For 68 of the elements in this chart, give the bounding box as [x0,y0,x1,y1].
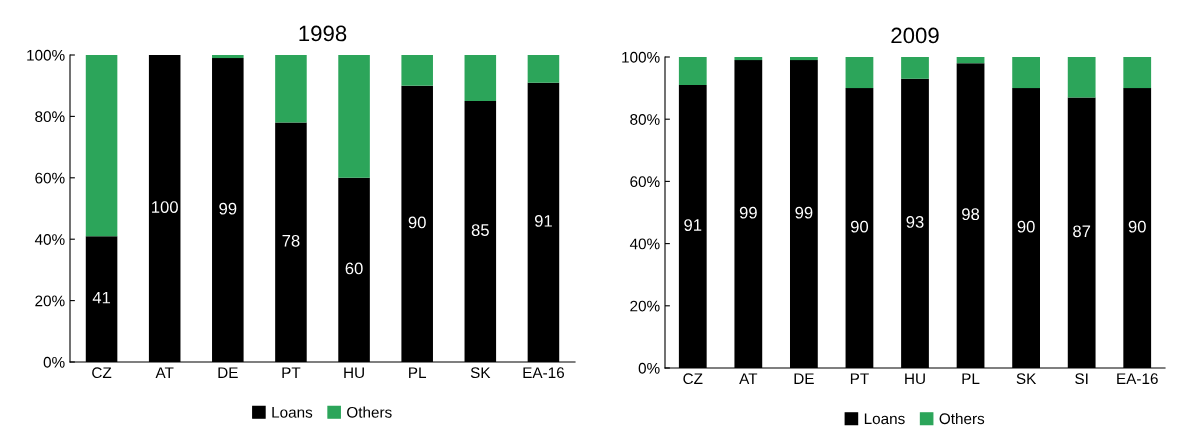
y-tick-label: 0% [638,362,660,374]
y-tick-label: 100% [27,49,65,61]
chart-title: 1998 [299,25,347,42]
bar [212,55,244,59]
x-tick-label: CZ [683,373,703,385]
bar [85,55,118,237]
y-tick-label: 20% [630,300,660,312]
y-tick-label: 80% [630,114,660,125]
data-label: 90 [1128,220,1146,233]
bar [527,55,560,83]
x-tick-label: EA-16 [523,367,564,379]
legend-label: Loans [864,413,905,425]
data-label: 60 [345,262,363,275]
y-tick-label: 0% [43,356,65,368]
chart-title: 2009 [891,27,939,44]
bar [901,57,929,79]
x-tick-label: SK [470,367,491,379]
data-label: 99 [739,206,757,219]
data-label: 93 [906,216,924,228]
legend-label: Others [939,412,985,425]
bar [678,57,707,85]
bar [401,55,433,86]
x-tick-label: HU [905,373,925,385]
data-label: 85 [471,224,489,236]
y-tick-label: 100% [622,51,660,63]
data-label: 87 [1073,225,1091,238]
x-tick-label: PL [409,367,427,378]
bar [338,55,370,178]
x-tick-label: PT [282,367,301,378]
x-tick-label: AT [739,373,758,384]
y-tick-label: 40% [34,234,65,245]
data-label: 90 [850,220,869,233]
bar [956,57,985,64]
data-label: 90 [1017,220,1035,233]
bar [845,57,874,89]
bar [464,55,497,102]
legend-label: Loans [272,407,313,418]
y-tick-label: 60% [35,172,65,184]
legend-label: Others [347,406,392,418]
y-tick-label: 20% [35,295,65,307]
x-tick-label: SI [1075,373,1088,385]
x-tick-label: DE [794,373,814,384]
x-tick-label: PL [962,373,980,384]
bar [1012,57,1040,89]
data-label: 78 [282,234,300,247]
bar [275,55,307,123]
data-label: 90 [408,216,426,229]
data-label: 91 [534,214,552,227]
bar [1067,57,1096,98]
data-label: 99 [219,202,237,215]
bar [1123,57,1152,89]
x-tick-label: CZ [92,367,112,379]
bar [790,57,818,61]
x-tick-label: DE [218,367,238,378]
y-tick-label: 80% [35,111,65,123]
x-tick-label: SK [1016,373,1037,385]
data-label: 100 [152,201,178,213]
x-tick-label: EA-16 [1117,373,1158,385]
data-label: 41 [92,291,111,304]
data-label: 99 [795,206,813,219]
data-label: 91 [684,219,702,231]
data-label: 98 [962,208,980,221]
x-tick-label: HU [344,367,364,379]
bar [734,57,763,61]
y-tick-label: 60% [630,176,660,188]
y-tick-label: 40% [629,238,660,250]
x-tick-label: PT [850,373,869,384]
x-tick-label: AT [155,367,174,378]
